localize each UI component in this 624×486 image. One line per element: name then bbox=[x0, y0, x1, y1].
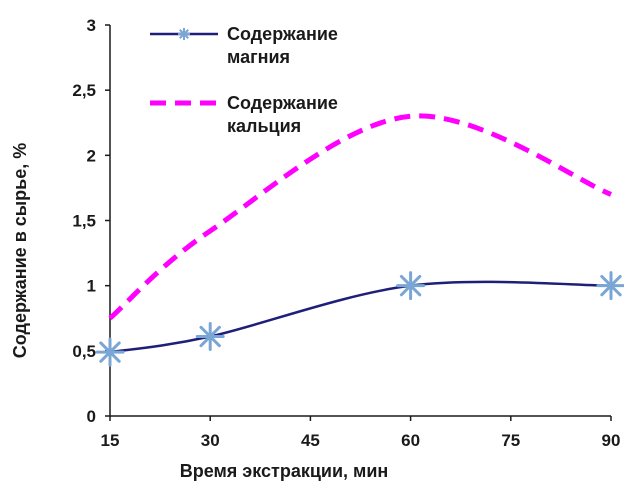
x-axis-title: Время экстракции, мин bbox=[180, 461, 389, 481]
x-tick-label: 60 bbox=[401, 431, 420, 450]
magnesium-data-point bbox=[396, 271, 426, 301]
legend-label: Содержание bbox=[227, 93, 338, 113]
series-line-calcium bbox=[108, 113, 612, 321]
legend-item-magnesium: Содержание магния bbox=[150, 24, 338, 67]
y-tick-label: 0,5 bbox=[72, 342, 96, 361]
x-tick-label: 45 bbox=[301, 431, 320, 450]
legend-label: кальция bbox=[227, 116, 301, 136]
legend-marker bbox=[178, 28, 190, 40]
legend-label: магния bbox=[227, 47, 290, 67]
magnesium-data-point bbox=[596, 271, 624, 301]
x-tick-label: 75 bbox=[501, 431, 520, 450]
y-tick-label: 0 bbox=[87, 407, 96, 426]
x-tick-label: 90 bbox=[602, 431, 621, 450]
y-tick-label: 2,5 bbox=[72, 81, 96, 100]
magnesium-data-point bbox=[95, 337, 125, 367]
series-layer bbox=[95, 113, 624, 367]
y-tick-label: 2 bbox=[87, 146, 96, 165]
y-axis-title: Содержание в сырье, % bbox=[10, 143, 30, 358]
series-line-magnesium bbox=[109, 280, 612, 354]
y-tick-label: 1 bbox=[87, 277, 96, 296]
x-tick-label: 15 bbox=[101, 431, 120, 450]
x-axis-ticks: 15 30 45 60 75 90 bbox=[101, 416, 621, 450]
magnesium-data-point bbox=[195, 321, 225, 351]
legend-item-calcium: Содержание кальция bbox=[150, 93, 338, 136]
legend-label: Содержание bbox=[227, 24, 338, 44]
legend: Содержание магния Содержание кальция bbox=[150, 24, 338, 136]
x-tick-label: 30 bbox=[201, 431, 220, 450]
y-axis-ticks: 0 0,5 1 1,5 2 2,5 3 bbox=[72, 16, 110, 426]
plot-area: 0 0,5 1 1,5 2 2,5 3 15 30 45 60 75 90 bbox=[72, 16, 624, 450]
y-tick-label: 3 bbox=[87, 16, 96, 35]
y-tick-label: 1,5 bbox=[72, 212, 96, 231]
